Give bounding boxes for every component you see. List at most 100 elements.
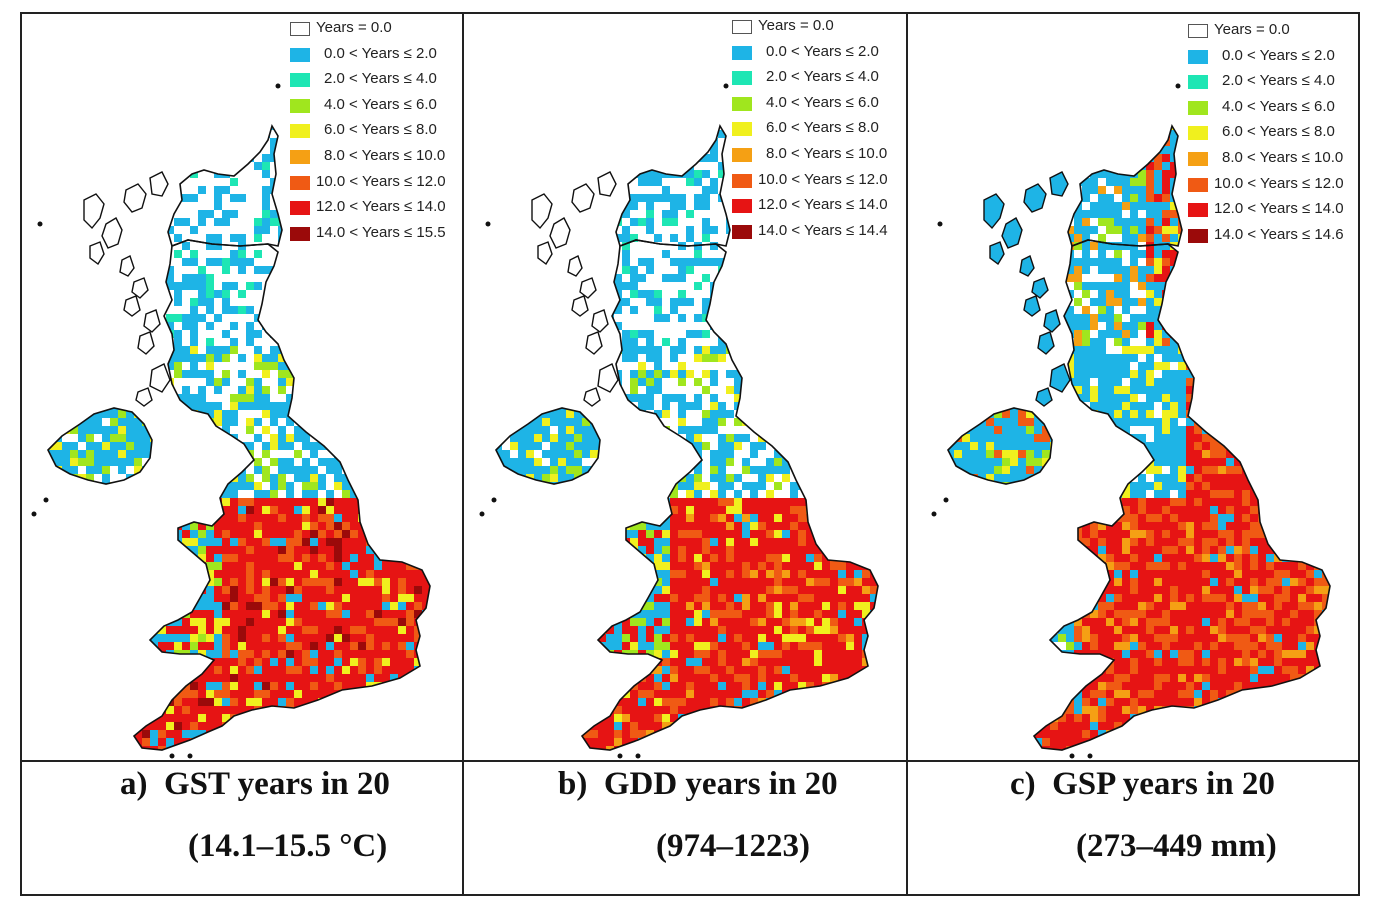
legend-swatch bbox=[732, 147, 752, 162]
island-outline bbox=[123, 295, 141, 317]
panel-b: Years = 0.0 0.0 < Years ≤ 2.0 2.0 < Year… bbox=[464, 14, 906, 760]
island-outline bbox=[137, 331, 155, 355]
legend-label: 10.0 < Years ≤ 12.0 bbox=[316, 172, 446, 190]
legend-swatch bbox=[290, 149, 310, 164]
caption-title: c) GSP years in 20 bbox=[1010, 766, 1275, 803]
legend-swatch bbox=[732, 71, 752, 86]
legend-label: 2.0 < Years ≤ 4.0 bbox=[766, 68, 879, 86]
legend-swatch bbox=[290, 124, 310, 139]
legend-swatch bbox=[1188, 228, 1208, 243]
caption-range: (273–449 mm) bbox=[1076, 828, 1277, 864]
island-outline bbox=[1001, 217, 1023, 249]
legend-swatch bbox=[290, 73, 310, 88]
northern-ireland-outline bbox=[947, 407, 1053, 485]
legend-label: 12.0 < Years ≤ 14.0 bbox=[758, 196, 888, 214]
legend-swatch bbox=[732, 96, 752, 111]
island-outline bbox=[1035, 387, 1053, 407]
legend-swatch bbox=[732, 45, 752, 60]
great-britain-outline bbox=[1067, 124, 1183, 248]
caption-c: c) GSP years in 20 (273–449 mm) bbox=[908, 762, 1358, 894]
map-gdd bbox=[479, 83, 879, 759]
legend-label: 2.0 < Years ≤ 4.0 bbox=[1222, 72, 1335, 90]
legend-label: 0.0 < Years ≤ 2.0 bbox=[1222, 46, 1335, 64]
caption-title-text: GDD years in 20 bbox=[603, 766, 838, 802]
island-outline bbox=[571, 295, 589, 317]
panel-c: Years = 0.0 0.0 < Years ≤ 2.0 2.0 < Year… bbox=[908, 14, 1358, 760]
island-outline bbox=[149, 363, 171, 393]
island-outline bbox=[1019, 255, 1035, 277]
legend-label: 12.0 < Years ≤ 14.0 bbox=[1214, 200, 1344, 218]
island-speck bbox=[491, 497, 497, 503]
great-britain-outline bbox=[1032, 239, 1331, 751]
legend-label: 0.0 < Years ≤ 2.0 bbox=[324, 44, 437, 62]
island-outline bbox=[583, 387, 601, 407]
legend-label: 6.0 < Years ≤ 8.0 bbox=[1222, 123, 1335, 141]
legend-label: 8.0 < Years ≤ 10.0 bbox=[324, 146, 446, 164]
legend-label: Years = 0.0 bbox=[1214, 21, 1290, 38]
legend-swatch bbox=[1188, 49, 1208, 64]
great-britain-outline bbox=[132, 239, 431, 751]
caption-title: b) GDD years in 20 bbox=[558, 766, 838, 803]
map-gsp bbox=[931, 83, 1331, 759]
island-speck bbox=[187, 753, 193, 759]
legend-swatch bbox=[290, 22, 310, 36]
island-outline bbox=[567, 255, 583, 277]
legend-label: 6.0 < Years ≤ 8.0 bbox=[766, 119, 879, 137]
island-outline bbox=[119, 255, 135, 277]
island-outline bbox=[597, 171, 617, 197]
island-speck bbox=[169, 753, 175, 759]
island-speck bbox=[943, 497, 949, 503]
legend-label: 0.0 < Years ≤ 2.0 bbox=[766, 42, 879, 60]
great-britain-outline bbox=[615, 124, 731, 248]
legend-swatch bbox=[732, 224, 752, 239]
island-speck bbox=[275, 83, 281, 89]
island-outline bbox=[1023, 295, 1041, 317]
caption-title: a) GST years in 20 bbox=[120, 766, 390, 803]
island-speck bbox=[485, 221, 491, 227]
legend-label: 2.0 < Years ≤ 4.0 bbox=[324, 70, 437, 88]
northern-ireland-outline bbox=[47, 407, 153, 485]
island-outline bbox=[123, 183, 147, 213]
legend-swatch bbox=[732, 20, 752, 34]
legend-swatch bbox=[732, 199, 752, 214]
legend-swatch bbox=[290, 175, 310, 190]
island-outline bbox=[597, 363, 619, 393]
figure-frame bbox=[20, 12, 1360, 896]
island-outline bbox=[585, 331, 603, 355]
island-speck bbox=[479, 511, 485, 517]
island-outline bbox=[89, 241, 105, 266]
island-outline bbox=[143, 309, 161, 333]
legend-label: 10.0 < Years ≤ 12.0 bbox=[758, 170, 888, 188]
island-outline bbox=[1049, 363, 1071, 393]
island-speck bbox=[37, 221, 43, 227]
caption-prefix: a) bbox=[120, 766, 148, 802]
legend-label: 12.0 < Years ≤ 14.0 bbox=[316, 198, 446, 216]
legend-label: 4.0 < Years ≤ 6.0 bbox=[324, 95, 437, 113]
island-speck bbox=[635, 753, 641, 759]
legend-label: Years = 0.0 bbox=[758, 17, 834, 34]
legend-swatch bbox=[1188, 203, 1208, 218]
legend-label: 8.0 < Years ≤ 10.0 bbox=[766, 144, 888, 162]
legend-swatch bbox=[1188, 100, 1208, 115]
legend-swatch bbox=[1188, 126, 1208, 141]
island-outline bbox=[131, 277, 149, 299]
island-outline bbox=[571, 183, 595, 213]
island-speck bbox=[43, 497, 49, 503]
legend-swatch bbox=[1188, 75, 1208, 90]
island-outline bbox=[1023, 183, 1047, 213]
caption-prefix: b) bbox=[558, 766, 588, 802]
caption-divider bbox=[20, 760, 1360, 762]
island-outline bbox=[1037, 331, 1055, 355]
legend-label: 14.0 < Years ≤ 14.4 bbox=[758, 221, 888, 239]
panel-divider bbox=[462, 12, 464, 896]
island-outline bbox=[983, 193, 1005, 230]
island-outline bbox=[149, 171, 169, 197]
panel-a: Years = 0.0 0.0 < Years ≤ 2.0 2.0 < Year… bbox=[22, 14, 462, 760]
legend-swatch bbox=[1188, 24, 1208, 38]
great-britain-outline bbox=[580, 239, 879, 751]
legend-swatch bbox=[732, 173, 752, 188]
island-outline bbox=[83, 193, 105, 230]
legend-swatch bbox=[1188, 151, 1208, 166]
legend-swatch bbox=[732, 122, 752, 137]
caption-title-text: GST years in 20 bbox=[164, 766, 390, 802]
